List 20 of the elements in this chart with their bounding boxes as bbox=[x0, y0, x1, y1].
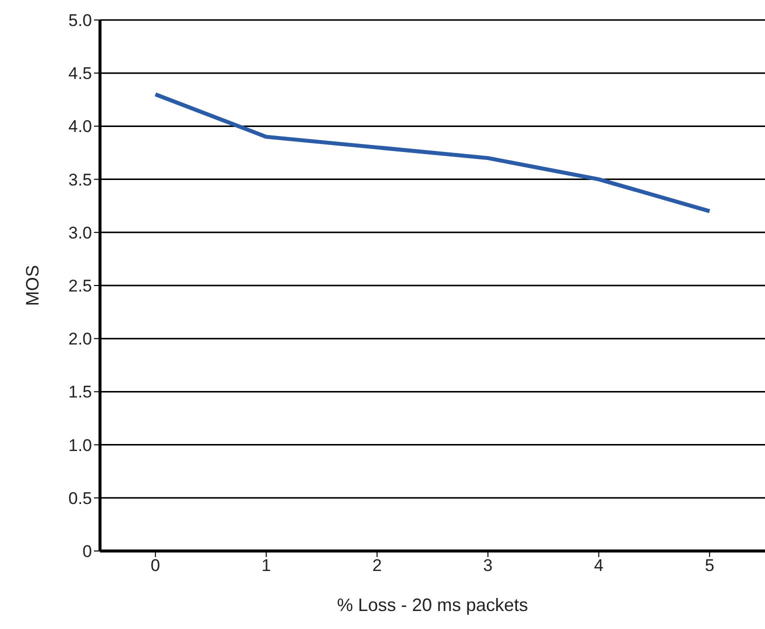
line-series bbox=[153, 92, 712, 214]
x-tick-label: 4 bbox=[594, 556, 604, 576]
y-tick-label: 1.5 bbox=[68, 382, 92, 402]
y-tick-label: 4.0 bbox=[68, 117, 92, 136]
y-axis-title: MOS bbox=[22, 264, 42, 306]
y-tick-label: 2.0 bbox=[68, 330, 92, 349]
y-tick-label: 0.5 bbox=[68, 488, 92, 508]
x-axis-title: % Loss - 20 ms packets bbox=[336, 595, 528, 615]
y-tick-label: 3.5 bbox=[68, 170, 92, 190]
y-tick-label: 1.0 bbox=[68, 436, 92, 455]
x-tick-label: 0 bbox=[150, 556, 160, 576]
x-tick-label: 1 bbox=[262, 556, 271, 576]
y-tick-label: 2.5 bbox=[68, 276, 92, 296]
y-tick-label: 4.5 bbox=[68, 64, 92, 84]
y-tick-label: 3.0 bbox=[68, 223, 92, 242]
y-tick-label: 0 bbox=[82, 542, 92, 562]
x-tick-label: 2 bbox=[372, 556, 382, 576]
x-tick-label: 3 bbox=[483, 556, 493, 576]
x-tick-label: 5 bbox=[704, 556, 714, 576]
y-tick-label: 5.0 bbox=[68, 11, 92, 30]
